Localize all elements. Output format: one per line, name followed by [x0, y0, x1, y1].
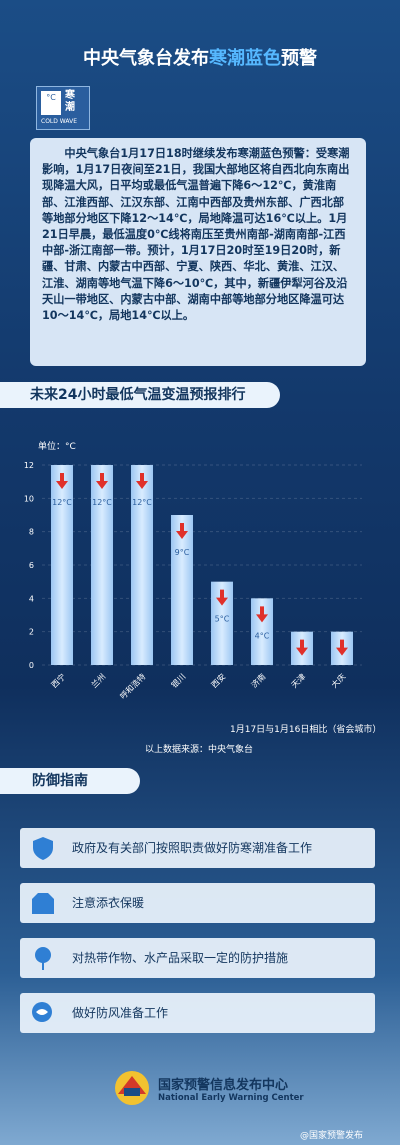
- y-tick-label: 6: [29, 561, 34, 570]
- unit-label: 单位：°C: [38, 440, 76, 452]
- value-label: 12°C: [132, 498, 152, 507]
- bar: [171, 515, 193, 665]
- arrow: [336, 639, 348, 656]
- wind-icon: [32, 1002, 52, 1022]
- title-part: 预警: [281, 48, 317, 69]
- value-label: 12°C: [92, 498, 112, 507]
- title: 中央气象台发布寒潮蓝色预警: [0, 44, 400, 70]
- title-highlight: 寒潮蓝色: [209, 48, 281, 69]
- footer-org-en: National Early Warning Center: [158, 1093, 304, 1103]
- guide-text: 对热带作物、水产品采取一定的防护措施: [72, 951, 289, 965]
- value-label: 4°C: [255, 631, 270, 640]
- coat-icon: [32, 893, 54, 914]
- guide-text: 做好防风准备工作: [72, 1006, 169, 1020]
- bar: [211, 581, 233, 665]
- arrow: [56, 473, 68, 489]
- value-label: 9°C: [175, 548, 190, 557]
- guide-title: 防御指南: [0, 768, 140, 794]
- bar: [91, 465, 113, 665]
- x-tick-label: 济南: [249, 671, 267, 689]
- warning-icon: °C 寒潮 COLD WAVE: [36, 86, 90, 130]
- chart-source: 以上数据来源：中央气象台: [145, 745, 254, 755]
- y-tick-label: 0: [29, 661, 34, 670]
- bar: [251, 598, 273, 665]
- title-part: 中央气象台发布: [83, 48, 209, 69]
- x-tick-label: 西宁: [49, 671, 67, 689]
- value-label: 5°C: [215, 615, 230, 624]
- icon-name: 寒潮: [65, 90, 75, 113]
- y-tick-label: 4: [29, 594, 34, 603]
- bulletin: 中央气象台1月17日18时继续发布寒潮蓝色预警：受寒潮影响，1月17日夜间至21…: [30, 138, 366, 366]
- arrow: [136, 473, 148, 489]
- icon-unit: °C: [41, 91, 61, 115]
- guide-item: 注意添衣保暖: [20, 883, 375, 923]
- y-tick-label: 10: [24, 494, 34, 503]
- bar: [51, 465, 73, 665]
- chart: 单位：°C 0 2 4 6 8 10 12 12°C 西宁 12°C 兰州 12°C 呼和浩特 9°C 银川 5…: [24, 440, 362, 701]
- shield-icon: [33, 837, 53, 860]
- x-tick-label: 天津: [289, 671, 307, 689]
- arrow: [216, 589, 228, 606]
- x-tick-label: 西安: [209, 671, 227, 689]
- guide-item: 做好防风准备工作: [20, 993, 375, 1033]
- watermark: @国家预警发布: [300, 1131, 364, 1141]
- x-tick-label: 呼和浩特: [118, 671, 148, 701]
- plant-icon: [35, 947, 51, 970]
- x-tick-label: 银川: [169, 671, 187, 689]
- footer-org: 国家预警信息发布中心: [158, 1078, 289, 1093]
- y-tick-label: 8: [29, 528, 34, 537]
- chart-title: 未来24小时最低气温变温预报排行: [0, 382, 280, 408]
- arrow: [176, 523, 188, 539]
- guide-text: 注意添衣保暖: [72, 896, 145, 910]
- guide-item: 政府及有关部门按照职责做好防寒潮准备工作: [20, 828, 375, 868]
- icon-english: COLD WAVE: [41, 118, 78, 125]
- footer-logo: [115, 1071, 149, 1105]
- guide-text: 政府及有关部门按照职责做好防寒潮准备工作: [72, 841, 313, 855]
- arrow: [296, 639, 308, 656]
- bar: [131, 465, 153, 665]
- guide-item: 对热带作物、水产品采取一定的防护措施: [20, 938, 375, 978]
- x-tick-label: 兰州: [89, 671, 107, 689]
- arrow: [256, 606, 268, 623]
- arrow: [96, 473, 108, 489]
- y-tick-label: 2: [29, 628, 34, 637]
- chart-note: 1月17日与1月16日相比（省会城市）: [230, 725, 382, 735]
- y-tick-label: 12: [24, 461, 34, 470]
- value-label: 12°C: [52, 498, 72, 507]
- x-tick-label: 大庆: [329, 671, 347, 689]
